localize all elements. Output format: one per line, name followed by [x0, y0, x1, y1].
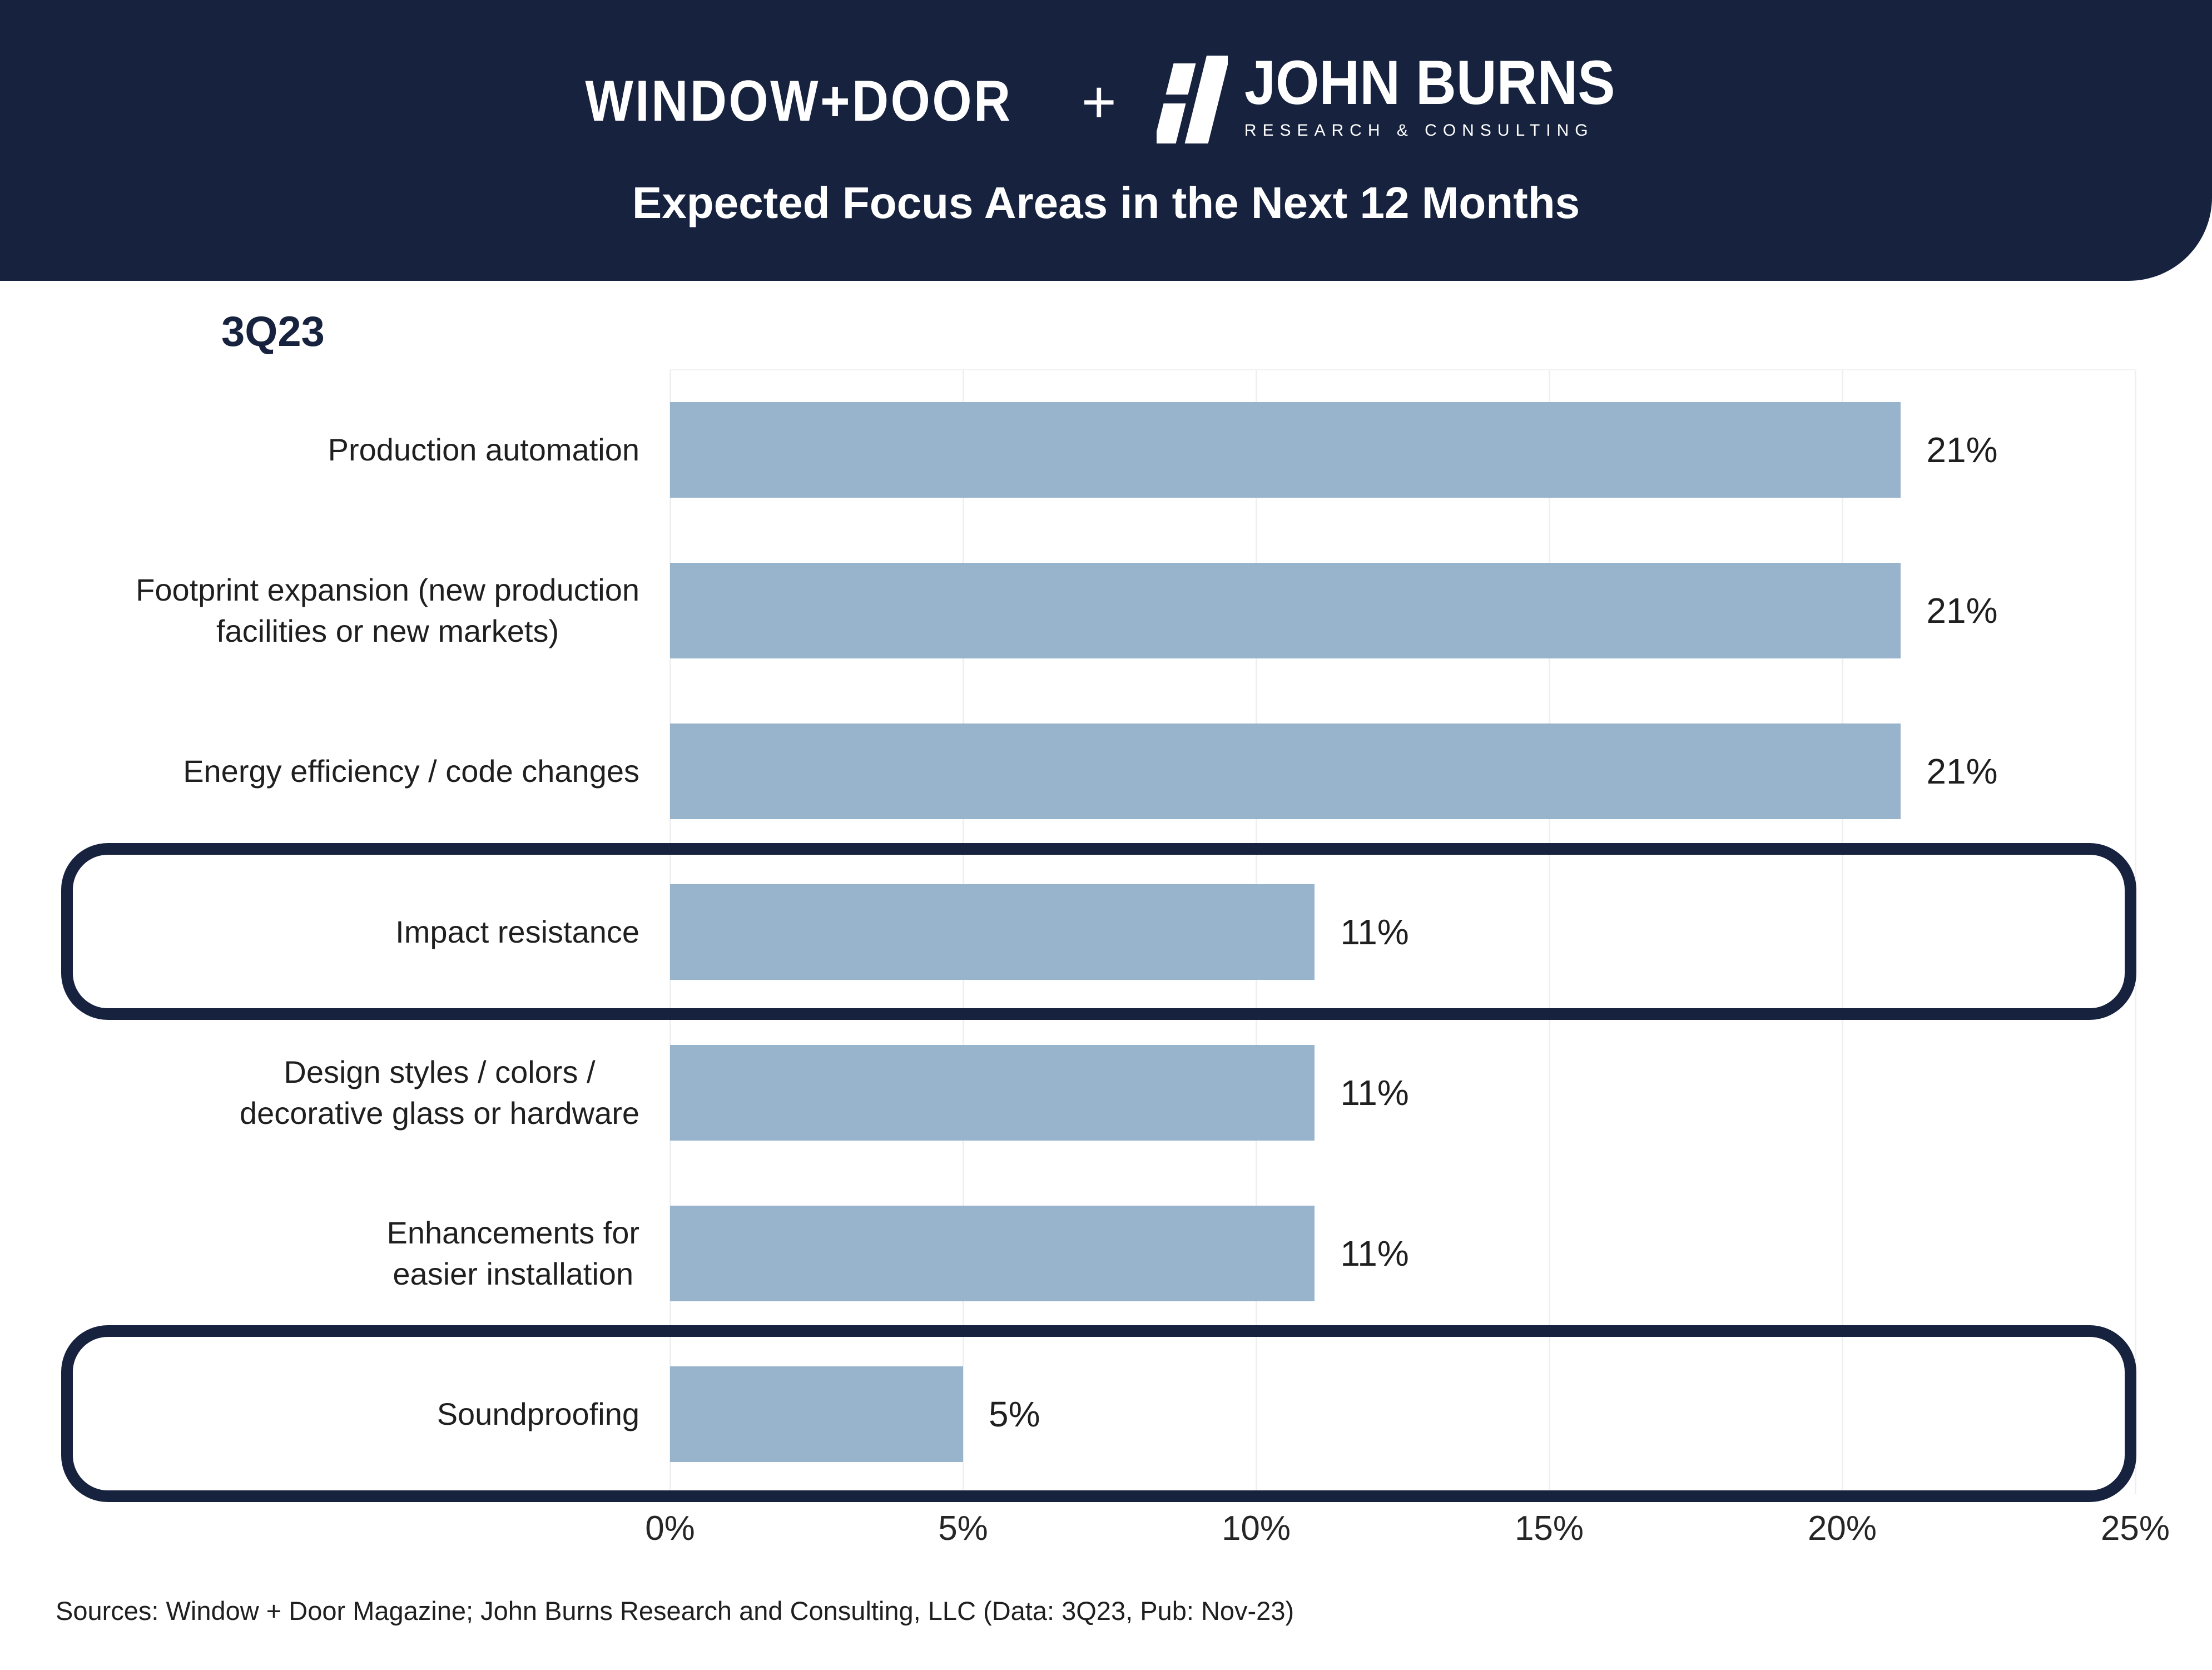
bar-row: Production automation 21% — [56, 369, 2135, 530]
value-label: 21% — [1926, 429, 1998, 470]
chart-title: Expected Focus Areas in the Next 12 Mont… — [632, 178, 1580, 227]
plot-cell: 21% — [670, 369, 2135, 530]
bar-chart: Production automation 21% Footprint expans… — [56, 369, 2170, 1560]
x-tick-label: 25% — [2100, 1509, 2170, 1548]
x-tick-label: 20% — [1807, 1509, 1877, 1548]
john-burns-wordmark: JOHN BURNS — [1244, 48, 1615, 117]
category-label: Production automation — [56, 369, 670, 530]
plot-cell: 5% — [670, 1334, 2135, 1494]
bar — [670, 562, 1901, 658]
bar — [670, 723, 1901, 819]
window-door-logo: WINDOW+DOOR — [585, 69, 1013, 133]
category-label-text: Enhancements for easier installation — [386, 1215, 639, 1291]
x-tick-label: 0% — [645, 1509, 695, 1548]
bar-row: Energy efficiency / code changes 21% — [56, 691, 2135, 851]
category-label-text: Footprint expansion (new production faci… — [136, 572, 639, 648]
bar — [670, 1366, 963, 1462]
value-label: 11% — [1340, 911, 1409, 952]
period-label: 3Q23 — [221, 308, 325, 355]
category-label-text: Soundproofing — [437, 1396, 639, 1431]
bar-row: Soundproofing 5% — [56, 1334, 2135, 1494]
x-tick-label: 5% — [938, 1509, 988, 1548]
gridline — [1842, 370, 1843, 1495]
bar — [670, 1044, 1315, 1141]
plot-cell: 11% — [670, 1173, 2135, 1334]
source-note: Sources: Window + Door Magazine; John Bu… — [56, 1596, 1295, 1626]
value-label: 21% — [1926, 751, 1998, 791]
value-label: 21% — [1926, 590, 1998, 631]
bar — [670, 1205, 1315, 1301]
category-label: Design styles / colors / decorative glas… — [56, 1012, 670, 1173]
category-label: Impact resistance — [56, 851, 670, 1012]
category-label-text: Design styles / colors / decorative glas… — [239, 1054, 639, 1131]
category-label: Footprint expansion (new production faci… — [56, 530, 670, 691]
plus-separator: + — [1081, 67, 1117, 135]
chart-rows: Production automation 21% Footprint expans… — [56, 369, 2136, 1503]
category-label-text: Production automation — [328, 432, 639, 467]
bar — [670, 884, 1315, 980]
category-label: Energy efficiency / code changes — [56, 691, 670, 851]
brand-row: WINDOW+DOOR + JOHN BURNS RESEARCH & CONS… — [556, 48, 1656, 150]
value-label: 11% — [1340, 1233, 1409, 1273]
header-banner: WINDOW+DOOR + JOHN BURNS RESEARCH & CONS… — [0, 0, 2212, 281]
x-tick-label: 10% — [1221, 1509, 1291, 1548]
bar-row: Impact resistance 11% — [56, 851, 2135, 1012]
bar-row: Enhancements for easier installation 11% — [56, 1173, 2135, 1334]
plot-cell: 21% — [670, 691, 2135, 851]
category-label-text: Impact resistance — [395, 914, 639, 949]
plot-cell: 11% — [670, 1012, 2135, 1173]
gridline — [1549, 370, 1550, 1495]
plot-cell: 11% — [670, 851, 2135, 1012]
john-burns-logo: JOHN BURNS RESEARCH & CONSULTING — [1153, 48, 1656, 150]
value-label: 5% — [989, 1394, 1040, 1434]
x-axis: 0% 5% 10% 15% 20% 25% — [645, 1494, 2170, 1560]
john-burns-mark-icon — [1153, 53, 1230, 150]
bar-row: Design styles / colors / decorative glas… — [56, 1012, 2135, 1173]
john-burns-tagline: RESEARCH & CONSULTING — [1244, 121, 1594, 140]
bar-row: Footprint expansion (new production faci… — [56, 530, 2135, 691]
plot-cell: 21% — [670, 530, 2135, 691]
category-label: Soundproofing — [56, 1334, 670, 1494]
x-tick-label: 15% — [1514, 1509, 1584, 1548]
bar — [670, 402, 1901, 498]
value-label: 11% — [1340, 1072, 1409, 1113]
category-label-text: Energy efficiency / code changes — [183, 753, 639, 789]
john-burns-text: JOHN BURNS RESEARCH & CONSULTING — [1244, 48, 1656, 140]
category-label: Enhancements for easier installation — [56, 1173, 670, 1334]
